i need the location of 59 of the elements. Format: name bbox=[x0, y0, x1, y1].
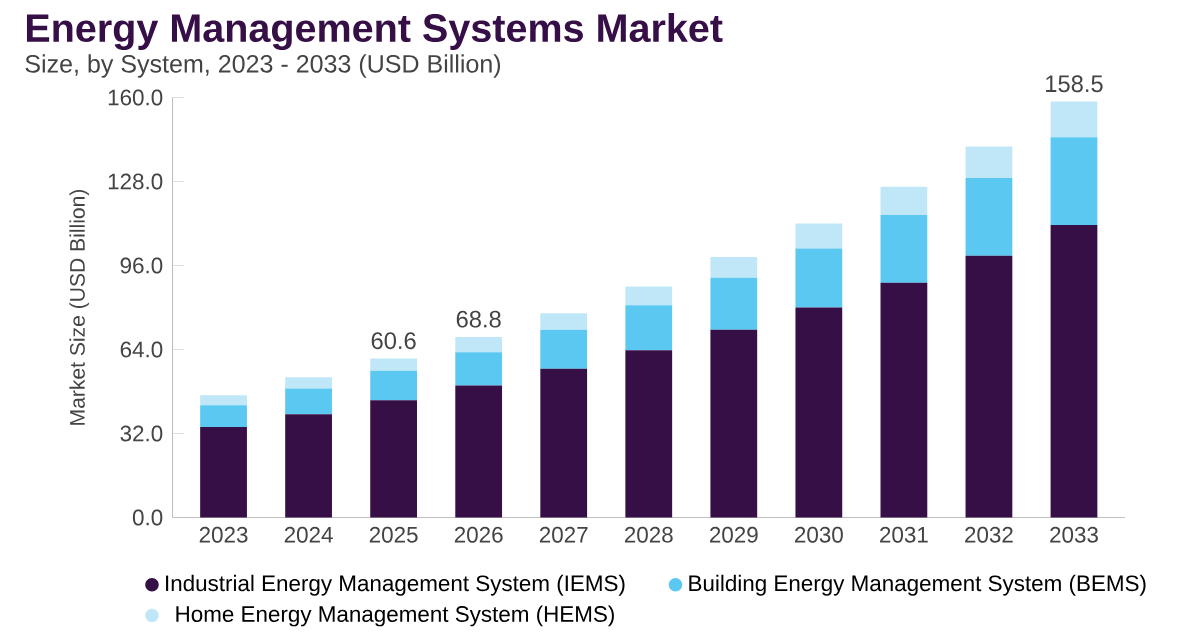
y-tick-label: 96.0 bbox=[120, 257, 163, 274]
chart-subtitle: Size, by System, 2023 - 2033 (USD Billion) bbox=[25, 54, 501, 78]
legend-label: Building Energy Management System (BEMS) bbox=[689, 574, 1146, 596]
bar bbox=[200, 395, 247, 406]
bar bbox=[880, 282, 928, 518]
bar bbox=[1050, 137, 1098, 225]
y-tick-label: 160.0 bbox=[108, 89, 163, 106]
bar bbox=[370, 370, 418, 401]
bar bbox=[965, 255, 1013, 518]
x-tick-label: 2024 bbox=[284, 526, 333, 543]
bar bbox=[710, 329, 758, 518]
bar bbox=[795, 223, 843, 249]
bar bbox=[370, 400, 418, 518]
bar bbox=[455, 385, 503, 518]
x-tick-label: 2026 bbox=[454, 526, 503, 543]
bar bbox=[625, 305, 673, 351]
bar bbox=[965, 177, 1013, 256]
bar bbox=[370, 358, 418, 371]
bar bbox=[455, 336, 503, 353]
x-tick-label: 2028 bbox=[624, 526, 673, 543]
total-label: 68.8 bbox=[456, 310, 501, 328]
bar bbox=[625, 286, 673, 306]
x-tick-label: 2031 bbox=[880, 526, 928, 543]
bar bbox=[795, 307, 843, 518]
bar bbox=[1050, 101, 1098, 138]
bar bbox=[710, 277, 758, 330]
legend-label: Industrial Energy Management System (IEMS) bbox=[166, 574, 625, 596]
bar bbox=[285, 414, 332, 518]
bar bbox=[965, 146, 1013, 178]
x-tick-label: 2030 bbox=[795, 526, 843, 543]
x-tick-label: 2023 bbox=[199, 526, 248, 543]
bar bbox=[540, 313, 588, 330]
total-label: 60.6 bbox=[371, 332, 416, 350]
bar bbox=[540, 368, 588, 518]
chart-title: Energy Management Systems Market bbox=[26, 12, 723, 50]
x-tick-label: 2032 bbox=[965, 526, 1013, 543]
bar bbox=[285, 377, 332, 389]
bar bbox=[200, 405, 247, 427]
bar bbox=[455, 352, 503, 386]
y-tick-label: 0.0 bbox=[132, 509, 163, 526]
bar bbox=[1050, 224, 1098, 518]
bar bbox=[710, 257, 758, 278]
y-tick-label: 32.0 bbox=[120, 425, 163, 442]
bar bbox=[625, 350, 673, 518]
y-tick-label: 128.0 bbox=[108, 173, 163, 190]
bar bbox=[880, 186, 928, 215]
y-axis-title: Market Size (USD Billion) bbox=[69, 189, 90, 425]
bar bbox=[880, 215, 928, 283]
bar bbox=[795, 248, 843, 308]
total-label: 158.5 bbox=[1046, 75, 1103, 93]
x-tick-label: 2025 bbox=[369, 526, 418, 543]
x-tick-label: 2027 bbox=[539, 526, 588, 543]
bar bbox=[200, 426, 247, 518]
y-tick-label: 64.0 bbox=[120, 341, 163, 358]
bar bbox=[540, 329, 588, 369]
bar bbox=[285, 388, 332, 415]
legend-label: Home Energy Management System (HEMS) bbox=[176, 605, 614, 627]
x-tick-label: 2029 bbox=[710, 526, 758, 543]
x-tick-label: 2033 bbox=[1050, 526, 1098, 543]
